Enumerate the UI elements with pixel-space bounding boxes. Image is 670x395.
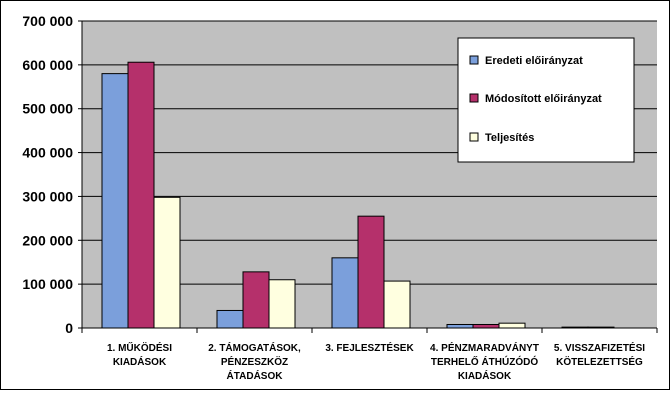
y-tick-label: 700 000 (22, 13, 73, 29)
bar (446, 323, 474, 329)
bar (216, 309, 244, 329)
legend-label: Eredeti előirányzat (485, 55, 583, 67)
axes (78, 20, 658, 333)
bar (357, 215, 385, 329)
bar (242, 271, 270, 329)
x-tick-label: KÖTELEZETTSÉG (556, 355, 643, 368)
y-tick-label: 0 (65, 320, 73, 336)
y-tick-label: 600 000 (22, 57, 73, 73)
bar (127, 61, 155, 329)
legend: Eredeti előirányzat Módosított előirányza… (457, 37, 635, 163)
bar (268, 279, 296, 329)
bar (153, 196, 181, 329)
y-tick-label: 300 000 (22, 188, 73, 204)
bar (498, 322, 526, 329)
bar (101, 73, 129, 329)
y-tick-labels: 0 100 000 200 000 300 000 400 000 500 000 600 … (22, 13, 73, 336)
y-tick-label: 500 000 (22, 101, 73, 117)
y-tick-label: 200 000 (22, 232, 73, 248)
legend-swatch (469, 55, 479, 65)
legend-swatch (469, 132, 479, 142)
legend-box (457, 37, 635, 163)
x-tick-label: 1. MŰKÖDÉSI (107, 341, 172, 354)
x-tick-label: 3. FEJLESZTÉSEK (325, 341, 414, 354)
x-tick-label: 5. VISSZAFIZETÉSI (554, 341, 645, 354)
legend-label: Teljesítés (485, 132, 534, 144)
x-tick-label: ÁTADÁSOK (227, 369, 284, 382)
y-tick-label: 100 000 (22, 276, 73, 292)
x-tick-label: PÉNZESZKÖZ (221, 355, 288, 368)
legend-swatch (469, 93, 479, 103)
x-tick-label: 2. TÁMOGATÁSOK, (208, 341, 301, 354)
x-tick-label: KIADÁSOK (458, 369, 512, 382)
x-tick-label: TERHELŐ ÁTHÚZÓDÓ (431, 355, 538, 368)
bar (472, 323, 500, 329)
y-tick-label: 400 000 (22, 145, 73, 161)
bar (331, 257, 359, 329)
bar (383, 280, 411, 329)
legend-label: Módosított előirányzat (485, 93, 602, 105)
x-tick-label: KIADÁSOK (113, 355, 167, 368)
x-tick-label: 4. PÉNZMARADVÁNYT (430, 341, 539, 354)
